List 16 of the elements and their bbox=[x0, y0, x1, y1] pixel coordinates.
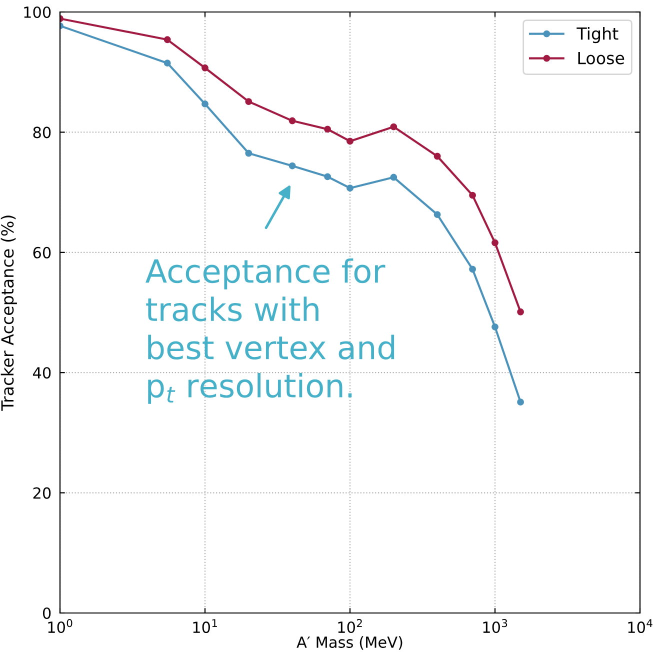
x-tick-label: 10$^{1}$ bbox=[193, 619, 217, 634]
legend-label: Tight bbox=[576, 27, 618, 44]
annotation: Acceptance for tracks with best vertex and p$_{t}$ resolution. bbox=[146, 258, 394, 404]
y-axis-title: Tracker Acceptance (%) bbox=[0, 216, 17, 411]
x-axis-title: A′ Mass (MeV) bbox=[296, 636, 402, 650]
y-tick-label: 40 bbox=[32, 367, 51, 379]
x-tick-label: 10$^{4}$ bbox=[628, 619, 652, 634]
y-tick-label: 80 bbox=[33, 126, 51, 138]
y-tick-label: 0 bbox=[42, 607, 51, 620]
y-tick-label: 100 bbox=[24, 6, 51, 18]
x-tick-label: 10$^{0}$ bbox=[48, 619, 72, 634]
x-tick-label: 10$^{3}$ bbox=[483, 619, 508, 634]
legend-label: Loose bbox=[578, 52, 624, 64]
x-tick-label: 10$^{2}$ bbox=[338, 619, 362, 634]
y-tick-label: 60 bbox=[33, 246, 51, 258]
y-tick-label: 20 bbox=[33, 487, 51, 499]
